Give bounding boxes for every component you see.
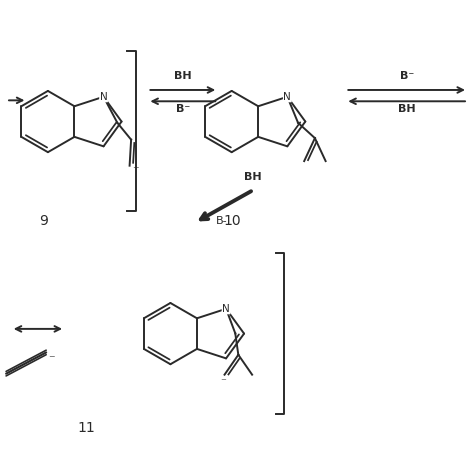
Text: B-: B-: [216, 216, 228, 226]
Text: ⁻: ⁻: [220, 378, 226, 388]
Text: 11: 11: [77, 421, 95, 435]
Text: N: N: [222, 304, 230, 314]
Text: B⁻: B⁻: [400, 72, 414, 82]
Text: B⁻: B⁻: [176, 104, 190, 114]
Text: BH: BH: [174, 72, 191, 82]
Text: BH: BH: [398, 104, 415, 114]
Text: N: N: [100, 92, 108, 102]
Text: N: N: [283, 92, 291, 102]
Text: BH: BH: [244, 172, 262, 182]
Text: ⁻: ⁻: [132, 164, 139, 177]
Text: 10: 10: [223, 213, 241, 228]
Text: ⁻: ⁻: [48, 353, 55, 366]
Text: 9: 9: [39, 213, 48, 228]
